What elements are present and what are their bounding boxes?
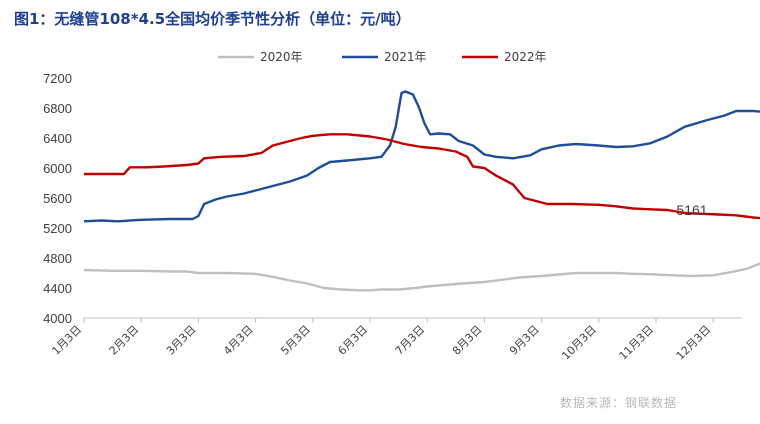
x-tick-label: 7月3日 [393,323,428,358]
legend-label: 2022年 [504,50,547,64]
y-tick-label: 4400 [43,281,72,296]
annotations: 5161 [676,202,707,218]
legend-label: 2021年 [384,50,427,64]
series-group [83,90,760,292]
x-tick-label: 6月3日 [335,323,370,358]
x-tick-label: 5月3日 [278,323,313,358]
y-tick-label: 6800 [43,101,72,116]
data-source: 数据来源：钢联数据 [560,396,678,410]
x-tick-label: 11月3日 [617,323,657,363]
series-line-2021年 [83,90,760,223]
y-axis: 7200 6800 6400 6000 5600 5200 4800 4400 4000 [43,71,72,326]
chart-title: 图1：无缝管108*4.5全国均价季节性分析（单位：元/吨） [14,10,411,28]
x-tick-label: 4月3日 [221,323,256,358]
y-tick-label: 6400 [43,131,72,146]
legend-label: 2020年 [260,50,303,64]
series-line-2022年 [84,133,760,220]
y-tick-label: 4000 [43,311,72,326]
x-tick-label: 8月3日 [450,323,485,358]
series-line-2020年 [83,262,760,292]
y-tick-label: 6000 [43,161,72,176]
y-tick-label: 5200 [43,221,72,236]
x-tick-label: 2月3日 [107,323,142,358]
y-tick-label: 7200 [43,71,72,86]
x-tick-label: 1月3日 [49,323,84,358]
y-tick-label: 5600 [43,191,72,206]
y-tick-label: 4800 [43,251,72,266]
x-tick-label: 3月3日 [164,323,199,358]
x-tick-label: 9月3日 [507,323,542,358]
legend: 2020年 2021年 2022年 [218,50,547,64]
x-tick-label: 12月3日 [674,323,714,363]
x-tick-label: 10月3日 [559,323,599,363]
x-axis: 1月3日 2月3日 3月3日 4月3日 5月3日 6月3日 7月3日 8月3日 9月3日 10月3… [49,317,742,363]
data-label-annotation: 5161 [676,202,707,218]
